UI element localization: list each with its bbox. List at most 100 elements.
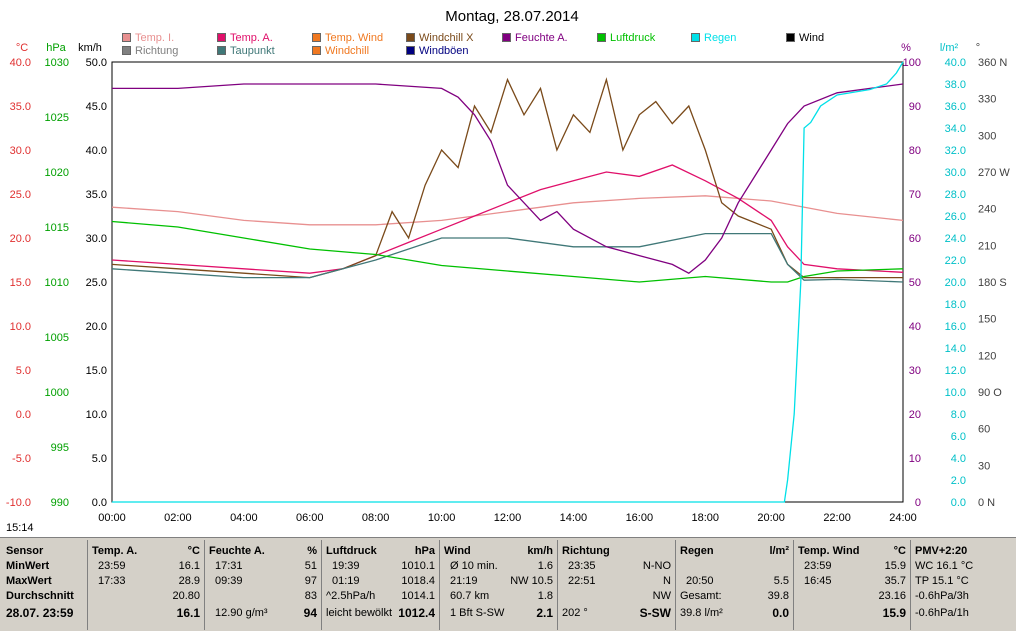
wind-tick-label: 45.0 [86,101,107,113]
temp-tick-label: 20.0 [10,233,31,245]
pressure-tick-label: 990 [51,497,69,509]
temp-wind-max-time: 16:45 [804,575,832,587]
wind-avg-label: Ø 10 min. [450,560,498,572]
rain-tick-label: 2.0 [951,475,966,487]
direction-degrees: 202 ° [562,607,588,619]
legend-item[interactable]: Wind [786,32,824,45]
temp-tick-label: 25.0 [10,189,31,201]
humidity-tick-label: 40 [909,321,921,333]
legend-item[interactable]: Taupunkt [217,45,275,58]
legend-label: Windchill [325,45,370,57]
wind-min-val: 1.6 [537,560,553,572]
rain-tick-label: 16.0 [945,321,966,333]
pressure-forecast: leicht bewölkt [326,607,393,619]
series-feuchte-a- [112,83,904,274]
humidity-max-time: 09:39 [215,575,243,587]
x-tick-label: 08:00 [362,512,390,524]
date-label: 28.07. 23:59 [6,606,74,620]
legend-item[interactable]: Regen [691,32,736,45]
x-tick-label: 06:00 [296,512,324,524]
legend-item[interactable]: Luftdruck [597,32,655,45]
temp-tick-label: 0.0 [16,409,31,421]
direction-column: Richtung 23:35 N-NO 22:51 N NW 202 ° S-SW [558,540,676,630]
direction-min-time: 23:35 [568,560,596,572]
max-label: MaxWert [6,575,52,587]
direction-tick-label: 180 S [978,277,1007,289]
tick-labels: 00:00 02:00 04:00 06:00 08:00 10:00 12:00 14:00… [6,57,1010,524]
direction-tick-label: 60 [978,424,990,436]
x-tick-label: 12:00 [494,512,522,524]
temp-a-min-val: 16.1 [178,560,200,572]
temp-wind-current: 15.9 [882,606,906,620]
rain-total-extra: 39.8 l/m² [680,607,723,619]
pressure-avg: 1014.1 [401,590,435,602]
wind-tick-label: 40.0 [86,145,107,157]
x-tick-label: 04:00 [230,512,258,524]
rain-tick-label: 34.0 [945,123,966,135]
x-tick-label: 22:00 [823,512,851,524]
rain-tick-label: 26.0 [945,211,966,223]
rain-tick-label: 0.0 [951,497,966,509]
temp-wind-unit: °C [893,545,906,557]
pressure-tick-label: 1025 [45,112,69,124]
legend-item[interactable]: Windchill [312,45,369,58]
humidity-tick-label: 70 [909,189,921,201]
legend-swatch [597,33,606,42]
wind-tick-label: 50.0 [86,57,107,69]
series-windchill-x [111,77,903,279]
legend-label: Feuchte A. [515,32,568,44]
rain-current: 0.0 [772,606,789,620]
sensor-labels-column: Sensor MinWert MaxWert Durchschnitt 28.0… [2,540,88,630]
rain-tick-label: 24.0 [945,233,966,245]
direction-tick-label: 0 N [978,497,995,509]
legend-item[interactable]: Windböen [406,45,469,58]
rain-tick-label: 4.0 [951,453,966,465]
legend-item[interactable]: Windchill X [406,32,473,45]
humidity-min-time: 17:31 [215,560,243,572]
wind-tick-label: 30.0 [86,233,107,245]
direction-current: S-SW [639,606,671,620]
wind-tick-label: 0.0 [92,497,107,509]
temp-a-unit: °C [187,545,200,557]
pressure-tick-label: 1030 [45,57,69,69]
legend-swatch [502,33,511,42]
humidity-tick-label: 80 [909,145,921,157]
x-tick-label: 24:00 [889,512,917,524]
legend-item[interactable]: Richtung [122,45,178,58]
rain-tick-label: 14.0 [945,343,966,355]
rain-tick-label: 28.0 [945,189,966,201]
wind-column: Wind km/h Ø 10 min. 1.6 21:19 NW 10.5 60.7 … [440,540,558,630]
x-tick-label: 14:00 [560,512,588,524]
legend-swatch [312,46,321,55]
humidity-tick-label: 50 [909,277,921,289]
pmv-title: PMV+2:20 [915,545,968,557]
temp-wind-max-val: 35.7 [884,575,906,587]
rain-max-time: 20:50 [686,575,714,587]
direction-tick-label: 300 [978,130,996,142]
legend-item[interactable]: Temp. A. [217,32,273,45]
temp-wind-avg: 23.16 [878,590,906,602]
legend-item[interactable]: Feuchte A. [502,32,568,45]
pressure-max-val: 1018.4 [401,575,435,587]
temp-wind-min-val: 15.9 [884,560,906,572]
direction-tick-label: 360 N [978,57,1007,69]
humidity-column: Feuchte A.% 17:31 51 09:39 97 83 12.90 g/m… [205,540,322,630]
time-label: 15:14 [6,522,34,534]
min-label: MinWert [6,560,50,572]
temp-tick-label: 10.0 [10,321,31,333]
temp-tick-label: 30.0 [10,145,31,157]
humidity-tick-label: 10 [909,453,921,465]
legend-item[interactable]: Temp. Wind [312,32,383,45]
wind-tick-label: 15.0 [86,365,107,377]
rain-tick-label: 6.0 [951,431,966,443]
pressure-tick-label: 1010 [45,277,69,289]
temp-a-max-time: 17:33 [98,575,126,587]
wind-axis-unit: km/h [78,42,102,54]
x-tick-label: 00:00 [98,512,126,524]
temp-a-title: Temp. A. [92,545,138,557]
temp-a-column: Temp. A. °C 23:59 16.1 17:33 28.9 20.80 16.… [88,540,205,630]
sensor-header: Sensor [6,545,44,557]
wind-tick-label: 10.0 [86,409,107,421]
legend-item[interactable]: Temp. I. [122,32,174,45]
